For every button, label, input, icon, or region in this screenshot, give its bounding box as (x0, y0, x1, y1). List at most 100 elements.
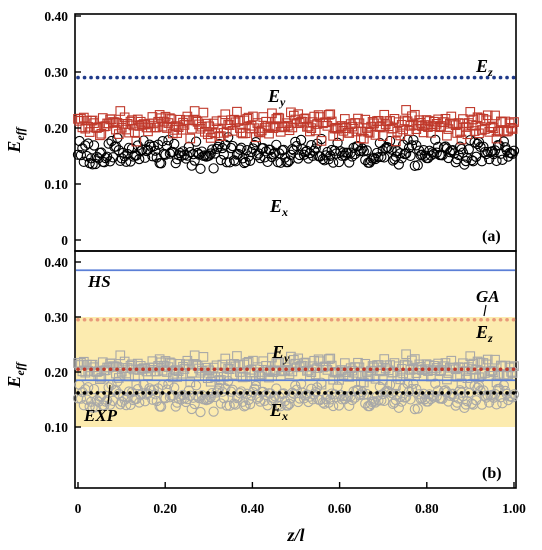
ey-point (220, 109, 231, 120)
ey-point (442, 130, 452, 141)
y-tick-label: 0.30 (44, 65, 68, 80)
ex-point-grey (103, 382, 114, 393)
ex-point (295, 134, 307, 146)
ex-point-grey (412, 403, 423, 414)
ex-point-grey (88, 383, 100, 395)
ex-point (482, 146, 493, 158)
ex-point-grey (406, 383, 418, 395)
ex-point-grey (139, 396, 151, 407)
ex-point-grey (155, 401, 167, 412)
x-tick-label: 0.20 (153, 501, 177, 516)
ex-point-grey (240, 400, 251, 411)
ey-point (253, 126, 264, 137)
ex-point (183, 141, 194, 152)
ey-point (377, 131, 388, 141)
ex-point (508, 145, 520, 156)
ex-point (190, 136, 202, 147)
ex-point (333, 156, 345, 168)
ex-point-grey (204, 393, 215, 405)
y-axis-label-a: Eeff (4, 126, 27, 153)
label-ex-a: Ex (269, 196, 288, 219)
ex-point (208, 163, 219, 174)
ey-point-grey (465, 351, 476, 362)
x-axis-label: z/l (286, 525, 304, 545)
ex-point-grey (405, 394, 416, 405)
label-ez-b: Ez (475, 322, 493, 345)
ey-point (482, 110, 493, 121)
ey-point-grey (491, 377, 502, 388)
panel-a-y-tick-labels: 0 0.10 0.20 0.30 0.40 (44, 9, 68, 248)
ey-point-grey (185, 377, 196, 388)
ex-point (155, 158, 167, 169)
ey-point (232, 106, 242, 117)
ex-point (150, 145, 161, 156)
ex-point (169, 138, 180, 150)
ex-point (393, 159, 404, 170)
label-hs: HS (87, 272, 111, 291)
ex-point (134, 153, 145, 165)
ex-point (75, 149, 87, 161)
ex-point-grey (110, 385, 122, 396)
ex-point (88, 140, 100, 151)
ey-point-grey (272, 356, 283, 367)
ex-point (237, 153, 248, 164)
ex-point (357, 143, 368, 154)
ey-point (310, 125, 321, 136)
ex-point-grey (75, 393, 87, 404)
label-exp-leader (107, 384, 111, 405)
label-ez-a: Ez (475, 56, 493, 79)
ex-point (405, 150, 416, 162)
panel-a-tag: (a) (482, 228, 501, 245)
ex-point-grey (174, 391, 186, 402)
ex-point (505, 147, 517, 159)
ey-point-grey (482, 354, 493, 365)
ex-point-grey (282, 400, 294, 411)
ex-point (186, 160, 197, 171)
ey-point (201, 118, 212, 129)
ex-point (192, 147, 203, 159)
ey-point (456, 134, 467, 145)
ex-point (195, 163, 206, 174)
ey-point (262, 121, 273, 132)
ey-point (509, 117, 519, 127)
panel-a-scatter (72, 105, 520, 174)
ex-point (344, 157, 355, 168)
label-ex-b: Ex (269, 400, 288, 423)
ey-point (506, 123, 516, 133)
ex-point (282, 156, 294, 168)
y-tick-label: 0.10 (44, 420, 68, 435)
ey-point-grey (198, 352, 209, 362)
ey-point-grey (456, 378, 467, 389)
ey-point (379, 109, 390, 120)
ex-point-grey (195, 406, 206, 418)
ex-point (485, 146, 496, 158)
ey-point-grey (211, 360, 222, 371)
ey-point-grey (271, 358, 282, 368)
ex-point (250, 137, 262, 148)
ey-point (401, 105, 411, 115)
ex-point-grey (472, 382, 483, 393)
ey-point-grey (490, 354, 500, 365)
ex-point-grey (134, 397, 145, 408)
x-tick-label: 0 (75, 501, 82, 516)
ey-point (490, 110, 500, 121)
ex-point (328, 157, 339, 168)
ex-point (406, 140, 418, 151)
y-tick-label: 0.20 (44, 121, 68, 136)
ex-point (497, 154, 508, 165)
ey-point-grey (165, 357, 175, 368)
ey-point (305, 126, 315, 137)
label-ey-b: Ey (271, 342, 290, 365)
ey-point (462, 129, 473, 140)
ey-point (221, 126, 232, 137)
ex-point (103, 138, 114, 149)
label-ga-leader (483, 304, 487, 317)
ey-point-grey (325, 353, 336, 364)
ey-point (465, 107, 476, 117)
axis-ticks (75, 15, 515, 488)
y-tick-label: 0.20 (44, 365, 68, 380)
ex-point-grey (307, 394, 318, 405)
ex-point-grey (147, 394, 158, 405)
ex-point (236, 142, 247, 153)
